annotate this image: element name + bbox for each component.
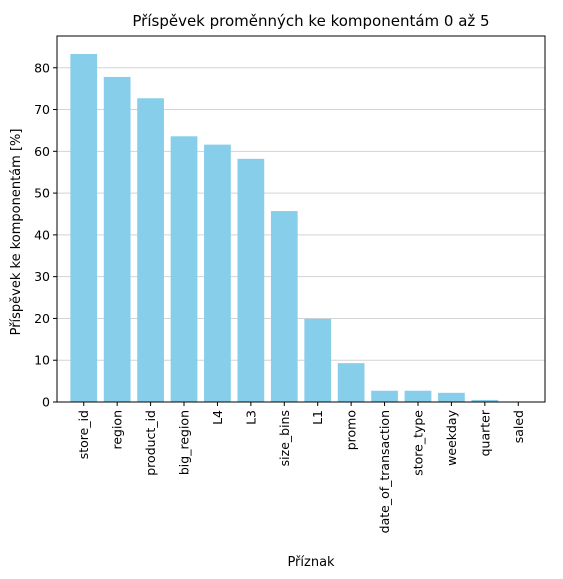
bar-product-id: [137, 98, 164, 402]
bar-L4: [204, 145, 231, 402]
x-tick-label: big_region: [177, 410, 192, 475]
bar-date-of-transaction: [371, 391, 398, 402]
bar-L3: [237, 159, 264, 402]
y-tick-label: 20: [34, 311, 50, 326]
y-tick-label: 40: [34, 227, 50, 242]
bar-weekday: [438, 393, 465, 402]
x-tick-label: L4: [210, 410, 225, 425]
y-tick-label: 10: [34, 353, 50, 368]
x-tick-label: promo: [344, 410, 359, 450]
x-tick-label: store_id: [76, 410, 91, 459]
x-tick-label: store_type: [410, 410, 425, 476]
bar-region: [104, 77, 131, 402]
y-tick-label: 60: [34, 144, 50, 159]
y-axis-label: Příspěvek ke komponentám [%]: [9, 129, 24, 336]
y-tick-label: 80: [34, 60, 50, 75]
bar-store-id: [70, 54, 97, 402]
x-tick-label: L1: [310, 410, 325, 425]
x-axis-label: Příznak: [287, 555, 335, 570]
bar-store-type: [405, 391, 432, 402]
y-tick-label: 70: [34, 102, 50, 117]
bar-L1: [304, 319, 331, 402]
x-tick-label: size_bins: [277, 410, 292, 466]
bar-promo: [338, 363, 365, 402]
x-tick-label: saled: [511, 410, 526, 443]
x-tick-label: L3: [243, 410, 258, 425]
bar-size-bins: [271, 211, 298, 402]
chart-title: Příspěvek proměnných ke komponentám 0 až…: [132, 12, 489, 30]
x-tick-label: product_id: [143, 410, 158, 476]
y-tick-label: 50: [34, 186, 50, 201]
bar-layer: [70, 54, 531, 402]
y-tick-label: 0: [42, 395, 50, 410]
x-tick-label: region: [110, 410, 125, 450]
y-tick-label: 30: [34, 269, 50, 284]
x-tick-label: weekday: [444, 409, 459, 465]
x-tick-label: quarter: [477, 409, 492, 456]
bar-big-region: [171, 136, 198, 402]
x-tick-label: date_of_transaction: [377, 410, 392, 533]
